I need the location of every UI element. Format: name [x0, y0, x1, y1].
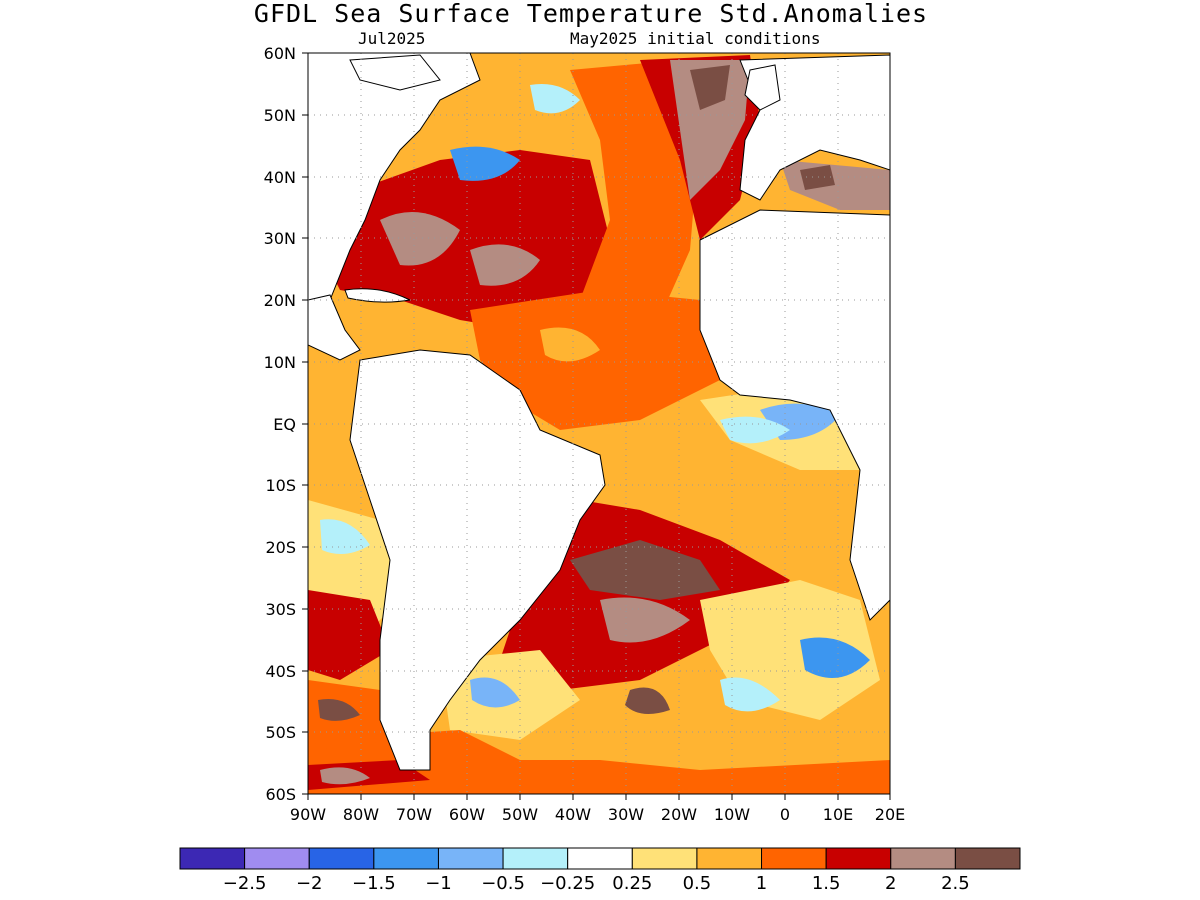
colorbar-label: 1.5	[812, 873, 841, 894]
lon-label-30w: 30W	[608, 805, 644, 824]
colorbar-swatch	[825, 847, 892, 870]
lon-label-10e: 10E	[823, 805, 853, 824]
lat-label-60n: 60N	[264, 44, 296, 63]
initial-conditions: May2025 initial conditions	[570, 29, 821, 48]
forecast-month: Jul2025	[358, 29, 426, 48]
lat-label-20n: 20N	[264, 291, 296, 310]
colorbar-labels: −2.5 −2 −1.5 −1 −0.5 −0.25 0.25 0.5 1 1.5 2 2.5	[223, 873, 970, 894]
lat-label-eq: EQ	[273, 415, 296, 434]
colorbar-label: 1	[756, 873, 767, 894]
colorbar-swatch	[179, 847, 246, 870]
colorbar-swatch	[890, 847, 956, 870]
lat-label-50n: 50N	[264, 106, 296, 125]
colorbar-swatch	[437, 847, 504, 870]
colorbar-label: 0.25	[612, 873, 652, 894]
lon-label-70w: 70W	[396, 805, 432, 824]
lon-label-0: 0	[780, 805, 790, 824]
lon-label-80w: 80W	[343, 805, 379, 824]
grid-lines	[308, 53, 890, 794]
lon-label-40w: 40W	[555, 805, 591, 824]
colorbar-swatch	[502, 847, 569, 870]
chart-title: GFDL Sea Surface Temperature Std.Anomali…	[253, 0, 929, 28]
colorbar-label: 2.5	[941, 873, 970, 894]
lat-label-20s: 20S	[265, 538, 296, 557]
lat-label-10n: 10N	[264, 353, 296, 372]
latitude-labels: 60N 50N 40N 30N 20N 10N EQ 10S 20S 30S 4…	[264, 44, 296, 804]
lat-label-40n: 40N	[264, 168, 296, 187]
lat-label-50s: 50S	[265, 723, 296, 742]
colorbar-label: −0.5	[481, 873, 525, 894]
colorbar-label: 0.5	[683, 873, 712, 894]
colorbar-label: −0.25	[540, 873, 595, 894]
lon-label-90w: 90W	[290, 805, 326, 824]
colorbar-label: −2	[296, 873, 323, 894]
lon-label-50w: 50W	[502, 805, 538, 824]
lat-label-60s: 60S	[265, 785, 296, 804]
colorbar-swatch	[696, 847, 763, 870]
lat-label-30s: 30S	[265, 600, 296, 619]
colorbar-swatch	[954, 847, 1021, 870]
colorbar-label: 2	[885, 873, 896, 894]
colorbar-swatch	[373, 847, 439, 870]
lon-label-10w: 10W	[714, 805, 750, 824]
colorbar-swatch	[308, 847, 375, 870]
lon-label-20e: 20E	[875, 805, 905, 824]
colorbar-swatch	[567, 847, 633, 870]
colorbar	[179, 847, 1021, 870]
colorbar-label: −1	[425, 873, 452, 894]
tick-marks	[302, 52, 891, 800]
lat-label-10s: 10S	[265, 476, 296, 495]
lat-label-40s: 40S	[265, 662, 296, 681]
anomaly-field	[308, 53, 890, 794]
lon-label-60w: 60W	[449, 805, 485, 824]
longitude-labels: 90W 80W 70W 60W 50W 40W 30W 20W 10W 0 10…	[290, 805, 905, 824]
lon-label-20w: 20W	[661, 805, 697, 824]
colorbar-swatch	[761, 847, 827, 870]
colorbar-swatch	[244, 847, 310, 870]
lat-label-30n: 30N	[264, 229, 296, 248]
colorbar-label: −1.5	[352, 873, 396, 894]
colorbar-swatch	[631, 847, 698, 870]
colorbar-label: −2.5	[223, 873, 267, 894]
